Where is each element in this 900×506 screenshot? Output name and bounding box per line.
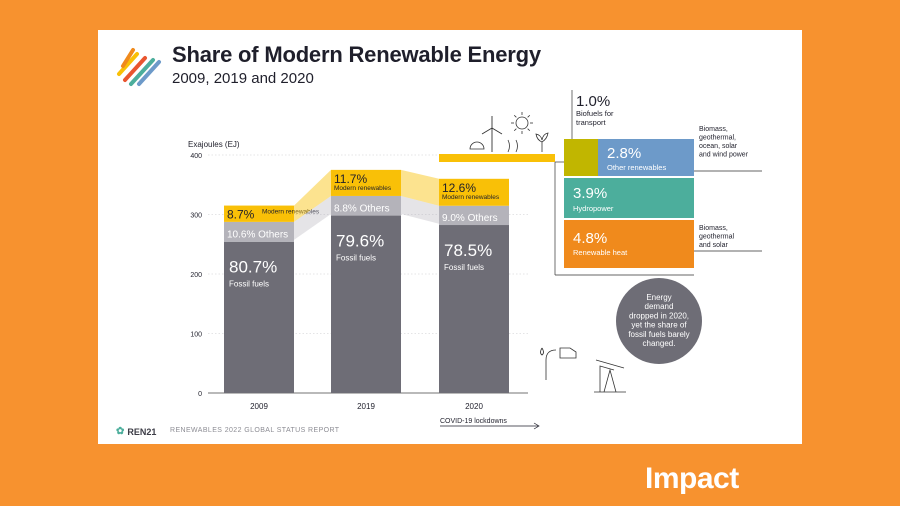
modern-percent-label: 11.7% bbox=[334, 172, 367, 186]
decorations: COVID-19 lockdowns bbox=[294, 112, 626, 430]
modern-connector bbox=[401, 169, 439, 206]
modern-name-label: Modern renewables bbox=[262, 209, 320, 216]
other-renewables-name: Other renewables bbox=[607, 163, 666, 172]
renewable-heat-percent: 4.8% bbox=[573, 230, 607, 247]
x-tick-label: 2019 bbox=[357, 402, 375, 411]
other-renewables-box bbox=[598, 139, 694, 176]
others-connector bbox=[401, 195, 439, 224]
ren21-stripes-icon bbox=[117, 48, 161, 86]
bar-fossil-fuels bbox=[331, 215, 401, 393]
renewable-heat-name: Renewable heat bbox=[573, 248, 628, 257]
fossil-percent-label: 78.5% bbox=[444, 241, 492, 260]
renewable-heat-note: Biomass, geothermal and solar bbox=[699, 225, 734, 249]
footer-brand-text: REN21 bbox=[127, 426, 157, 437]
bars: 80.7% Fossil fuels 10.6% Others 8.7% Modern … bbox=[224, 169, 509, 411]
biofuels-percent: 1.0% bbox=[576, 93, 610, 110]
y-tick-label: 300 bbox=[190, 213, 202, 220]
other-renewables-note: Biomass, geothermal, ocean, solar and wind … bbox=[699, 126, 749, 159]
footer-report: RENEWABLES 2022 GLOBAL STATUS REPORT bbox=[170, 427, 340, 434]
bar-others bbox=[439, 205, 509, 226]
bar-modern-renewables bbox=[439, 178, 509, 206]
other-renewables-percent: 2.8% bbox=[607, 145, 641, 162]
y-tick-label: 0 bbox=[198, 391, 202, 398]
wind-turbine-icon bbox=[481, 116, 503, 152]
y-tick-label: 200 bbox=[190, 272, 202, 279]
plant-icon bbox=[535, 132, 549, 152]
infographic-card: Share of Modern Renewable Energy 2009, 2… bbox=[98, 30, 802, 444]
bar-others bbox=[331, 195, 401, 216]
oil-pump-icon bbox=[594, 359, 626, 393]
modern-name-label: Modern renewables bbox=[442, 194, 500, 201]
others-label: 8.8% Others bbox=[334, 204, 390, 215]
note-circle bbox=[616, 278, 702, 364]
y-tick-label: 400 bbox=[190, 153, 202, 160]
fossil-name-label: Fossil fuels bbox=[444, 263, 484, 272]
others-label: 9.0% Others bbox=[442, 213, 498, 224]
note-text: Energy demand dropped in 2020, yet the shar… bbox=[628, 293, 689, 348]
fossil-name-label: Fossil fuels bbox=[336, 254, 376, 263]
bar-modern-renewables bbox=[331, 169, 401, 196]
impact-logo: Impact bbox=[645, 462, 739, 495]
hydropower-name: Hydropower bbox=[573, 204, 614, 213]
heat-waves-icon bbox=[507, 139, 518, 153]
x-tick-label: 2020 bbox=[465, 402, 483, 411]
modern-connector bbox=[294, 169, 331, 222]
hydropower-percent: 3.9% bbox=[573, 185, 607, 202]
hydropower-box bbox=[564, 178, 694, 218]
biofuels-name: Biofuels for transport bbox=[576, 109, 614, 127]
y-tick-label: 100 bbox=[190, 332, 202, 339]
bar-others bbox=[224, 221, 294, 242]
chart-subtitle: 2009, 2019 and 2020 bbox=[172, 70, 314, 87]
biofuels-box bbox=[564, 139, 598, 176]
bar-fossil-fuels bbox=[439, 225, 509, 393]
y-axis-label: Exajoules (EJ) bbox=[188, 140, 240, 149]
sun-icon bbox=[511, 112, 533, 134]
bar-chart: Exajoules (EJ) 0 100 200 300 400 80.7% Fossil… bbox=[188, 90, 762, 430]
footer-brand: ✿ REN21 bbox=[116, 426, 156, 437]
hill-icon bbox=[469, 141, 485, 150]
x-tick-label: 2009 bbox=[250, 402, 268, 411]
fuel-nozzle-icon bbox=[545, 347, 577, 380]
bar-fossil-fuels bbox=[224, 241, 294, 393]
bar-modern-renewables bbox=[224, 205, 294, 222]
fossil-name-label: Fossil fuels bbox=[229, 280, 269, 289]
renewable-heat-box bbox=[564, 220, 694, 268]
modern-percent-label: 8.7% bbox=[227, 208, 255, 222]
footer-leaf-icon: ✿ bbox=[116, 426, 125, 437]
breakdown-2020: 1.0%Biofuels for transport 2.8%Other renew… bbox=[554, 90, 762, 364]
others-connector bbox=[294, 195, 331, 240]
covid-arrow-head bbox=[533, 422, 540, 430]
modern-name-label: Modern renewables bbox=[334, 185, 392, 192]
modern-percent-label: 12.6% bbox=[442, 181, 476, 195]
covid-annotation: COVID-19 lockdowns bbox=[440, 418, 507, 425]
fuel-drop-icon bbox=[540, 347, 544, 356]
others-label: 10.6% Others bbox=[227, 230, 288, 241]
fossil-percent-label: 80.7% bbox=[229, 258, 277, 277]
chart-title: Share of Modern Renewable Energy bbox=[172, 42, 541, 67]
fossil-percent-label: 79.6% bbox=[336, 232, 384, 251]
modern-strip bbox=[439, 154, 555, 162]
